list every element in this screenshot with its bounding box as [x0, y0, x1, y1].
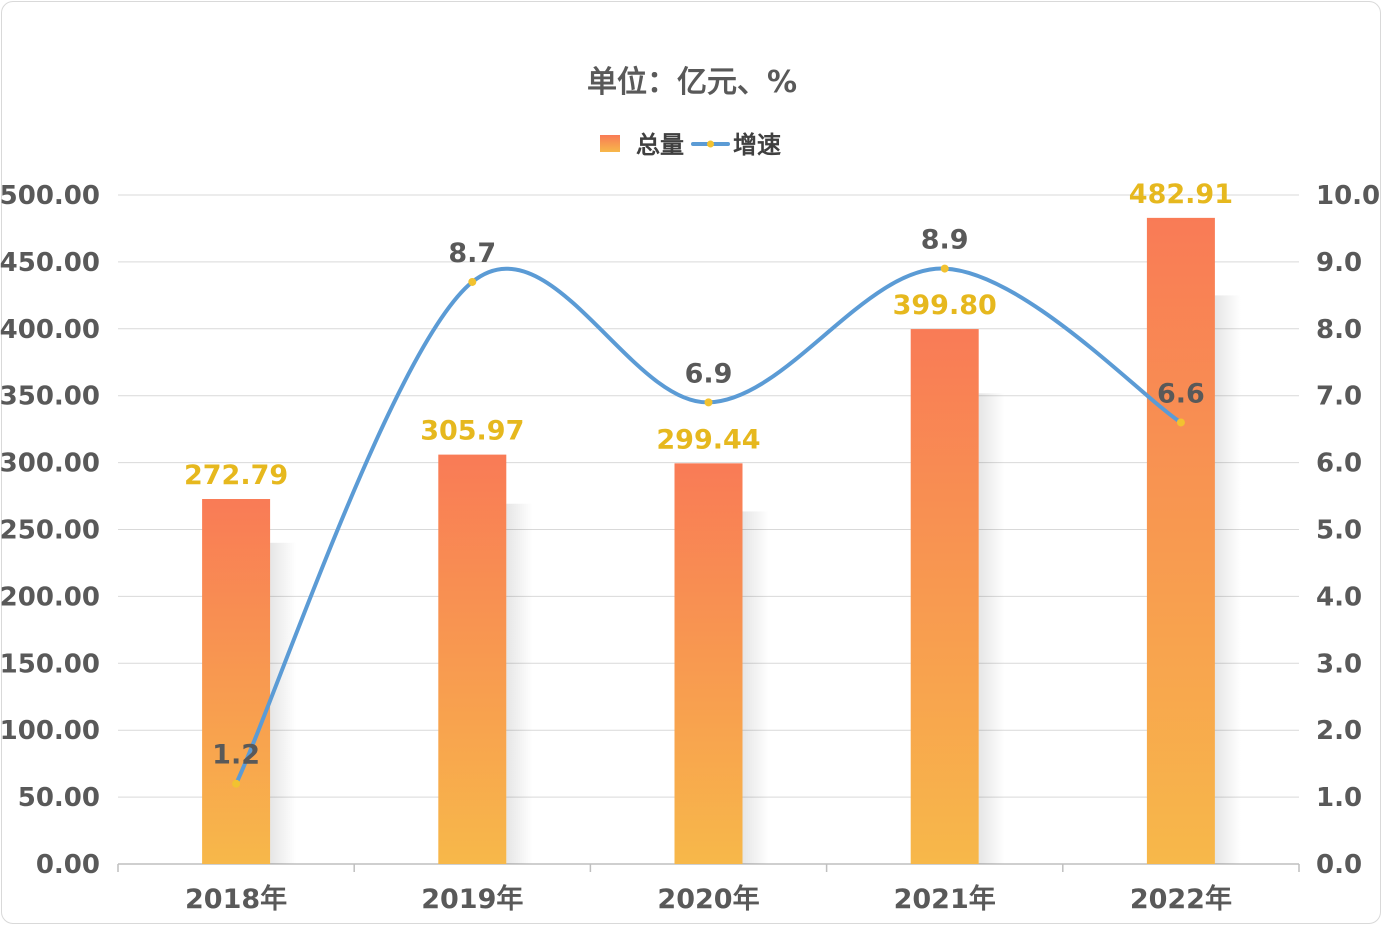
line-point	[940, 264, 949, 273]
y-right-tick-label: 2.0	[1316, 716, 1362, 746]
bar-shadow	[270, 542, 297, 864]
growth-line	[234, 266, 1183, 786]
y-left-tick-label: 0.00	[36, 850, 100, 880]
y-right-tick-label: 9.0	[1316, 248, 1362, 278]
y-right-tick-label: 8.0	[1316, 315, 1362, 345]
legend: 总量 增速	[600, 131, 781, 159]
y-left-tick-label: 150.00	[0, 649, 100, 679]
bar	[202, 499, 271, 864]
bar	[910, 329, 979, 864]
x-tick-label: 2021年	[894, 883, 996, 915]
bar-shadow	[742, 511, 769, 864]
bar-value-label: 399.80	[893, 290, 997, 321]
y-left-tick-label: 350.00	[0, 382, 100, 412]
line-value-label: 1.2	[212, 740, 260, 771]
bar-shadow	[506, 503, 533, 864]
legend-line-marker	[707, 140, 714, 148]
line-value-label: 8.7	[448, 238, 496, 269]
y-right-tick-label: 4.0	[1316, 582, 1362, 612]
y-right-tick-label: 10.0	[1316, 181, 1380, 211]
y-left-tick-label: 200.00	[0, 582, 100, 612]
bar-shadows	[270, 295, 1241, 864]
line-value-label: 8.9	[921, 225, 969, 256]
y-left-tick-label: 250.00	[0, 516, 100, 546]
y-right-tick-label: 3.0	[1316, 649, 1362, 679]
bar	[1146, 217, 1215, 864]
y-left-tick-label: 50.00	[18, 783, 100, 813]
line-value-label: 6.6	[1157, 378, 1205, 409]
y-axis-right: 0.0 1.0 2.0 3.0 4.0 5.0 6.0 7.0 8.0 9.0 10.0	[1316, 181, 1380, 880]
x-tick-label: 2022年	[1130, 883, 1232, 915]
y-right-tick-label: 7.0	[1316, 382, 1362, 412]
legend-bar-swatch	[600, 135, 620, 152]
y-right-tick-label: 6.0	[1316, 449, 1362, 479]
line-point	[232, 779, 241, 788]
x-tick-label: 2020年	[657, 883, 759, 915]
legend-label-bar: 总量	[636, 131, 684, 159]
legend-label-line: 增速	[733, 131, 781, 159]
y-left-tick-label: 100.00	[0, 716, 100, 746]
bar-value-label: 272.79	[184, 460, 288, 491]
y-left-tick-label: 500.00	[0, 181, 100, 211]
bar-value-label: 482.91	[1129, 179, 1233, 210]
x-tick-label: 2018年	[185, 883, 287, 915]
y-right-tick-label: 0.0	[1316, 850, 1362, 880]
line-series	[232, 264, 1185, 788]
bar-shadow	[978, 393, 1005, 864]
y-left-tick-label: 400.00	[0, 315, 100, 345]
data-labels: 272.79 305.97 299.44 399.80 482.91 1.2 8.7 6.9 8…	[184, 179, 1233, 771]
chart-title: 单位：亿元、%	[587, 65, 797, 100]
bar-value-label: 305.97	[420, 416, 524, 447]
y-axis-left: 0.00 50.00 100.00 150.00 200.00 250.00 300.00 3…	[0, 181, 100, 880]
line-point	[704, 398, 713, 407]
x-tick-label: 2019年	[421, 883, 523, 915]
y-right-tick-label: 5.0	[1316, 516, 1362, 546]
y-left-tick-label: 450.00	[0, 248, 100, 278]
bar-shadow	[1214, 295, 1241, 864]
bar	[674, 463, 743, 864]
y-right-tick-label: 1.0	[1316, 783, 1362, 813]
line-point	[468, 277, 477, 286]
x-axis: 2018年 2019年 2020年 2021年 2022年	[117, 863, 1300, 915]
line-value-label: 6.9	[685, 358, 733, 389]
bar-series	[202, 217, 1215, 864]
line-point	[1176, 418, 1185, 427]
y-left-tick-label: 300.00	[0, 449, 100, 479]
bar	[438, 454, 507, 864]
bar-value-label: 299.44	[656, 424, 760, 455]
